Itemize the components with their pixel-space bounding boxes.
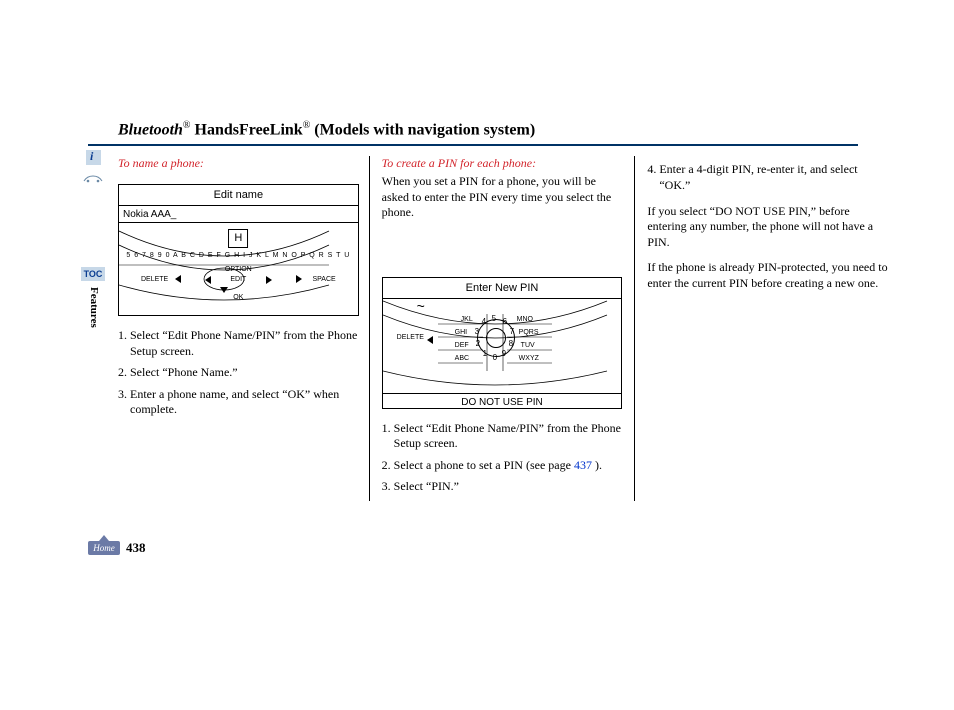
subhead-name-phone: To name a phone: [118, 156, 359, 172]
figure-enter-pin: Enter New PIN ~ [382, 277, 623, 409]
column-2: To create a PIN for each phone: When you… [369, 156, 636, 501]
step2-suffix: ). [592, 458, 602, 472]
step2-prefix: 2. Select a phone to set a PIN (see page [382, 458, 574, 472]
wxyz-label: WXYZ [519, 354, 539, 363]
step-text: 3. Select “PIN.” [382, 479, 623, 495]
body-text: If you select “DO NOT USE PIN,” before e… [647, 204, 888, 251]
figure-edit-name: Edit name Nokia AAA_ H 5 6 7 8 9 0 A B C… [118, 184, 359, 316]
dial-0: 0 [493, 353, 497, 363]
triangle-left-icon [427, 336, 433, 344]
step-text: 2. Select a phone to set a PIN (see page… [382, 458, 623, 474]
dial-7: 7 [510, 327, 514, 337]
home-button[interactable]: Home [88, 541, 120, 555]
figure-title: Edit name [119, 185, 358, 206]
column-1: To name a phone: Edit name Nokia AAA_ H … [88, 156, 369, 501]
triangle-left-icon [205, 276, 211, 284]
columns: To name a phone: Edit name Nokia AAA_ H … [88, 146, 888, 501]
delete-label: DELETE [397, 333, 424, 342]
figure-body: ~ [383, 299, 622, 393]
body-text: If the phone is already PIN-protected, y… [647, 260, 888, 291]
pqrs-label: PQRS [519, 328, 539, 337]
figure-title: Enter New PIN [383, 278, 622, 299]
dial-inner-ring [486, 328, 506, 348]
tuv-label: TUV [521, 341, 535, 350]
step-text: 2. Select “Phone Name.” [118, 365, 359, 381]
dial-5: 5 [492, 314, 496, 324]
figure-input-field: Nokia AAA_ [119, 206, 358, 223]
page-link[interactable]: 437 [574, 458, 592, 472]
page-number: 438 [126, 540, 146, 556]
intro-text: When you set a PIN for a phone, you will… [382, 174, 623, 221]
step-text: 4. Enter a 4-digit PIN, re-enter it, and… [647, 162, 888, 193]
dial-2: 2 [476, 339, 480, 349]
space-label: SPACE [312, 275, 335, 284]
dial-3: 3 [475, 327, 479, 337]
triangle-down-icon [220, 287, 228, 293]
option-label: OPTION [225, 265, 252, 274]
page-content: Bluetooth® HandsFreeLink® (Models with n… [88, 35, 888, 501]
triangle-left-icon [175, 275, 181, 283]
do-not-use-pin-label: DO NOT USE PIN [383, 393, 622, 409]
title-bluetooth: Bluetooth [118, 121, 183, 138]
registered-icon: ® [183, 120, 191, 131]
dial-9: 9 [502, 349, 506, 359]
page-footer: Home 438 [88, 540, 146, 556]
page-title: Bluetooth® HandsFreeLink® (Models with n… [88, 35, 888, 144]
delete-label: DELETE [141, 275, 168, 284]
title-handsfreelink: HandsFreeLink [191, 121, 303, 138]
dial-1: 1 [483, 349, 487, 359]
figure-body: H 5 6 7 8 9 0 A B C D E F G H I J K L M … [119, 223, 358, 313]
column-3: 4. Enter a 4-digit PIN, re-enter it, and… [635, 156, 888, 501]
ok-label: OK [233, 293, 243, 302]
abc-label: ABC [455, 354, 469, 363]
subhead-create-pin: To create a PIN for each phone: [382, 156, 623, 172]
step-text: 1. Select “Edit Phone Name/PIN” from the… [118, 328, 359, 359]
triangle-right-icon [296, 275, 302, 283]
dial-6: 6 [503, 317, 507, 327]
alphabet-row: 5 6 7 8 9 0 A B C D E F G H I J K L M N … [119, 251, 358, 260]
mno-label: MNO [517, 315, 533, 324]
dial-8: 8 [509, 339, 513, 349]
ghi-label: GHI [455, 328, 467, 337]
dial-4: 4 [482, 317, 486, 327]
step-text: 1. Select “Edit Phone Name/PIN” from the… [382, 421, 623, 452]
jkl-label: JKL [461, 315, 473, 324]
edit-label: EDIT [230, 275, 246, 284]
step-text: 3. Enter a phone name, and select “OK” w… [118, 387, 359, 418]
title-suffix: (Models with navigation system) [310, 121, 535, 138]
triangle-right-icon [266, 276, 272, 284]
def-label: DEF [455, 341, 469, 350]
